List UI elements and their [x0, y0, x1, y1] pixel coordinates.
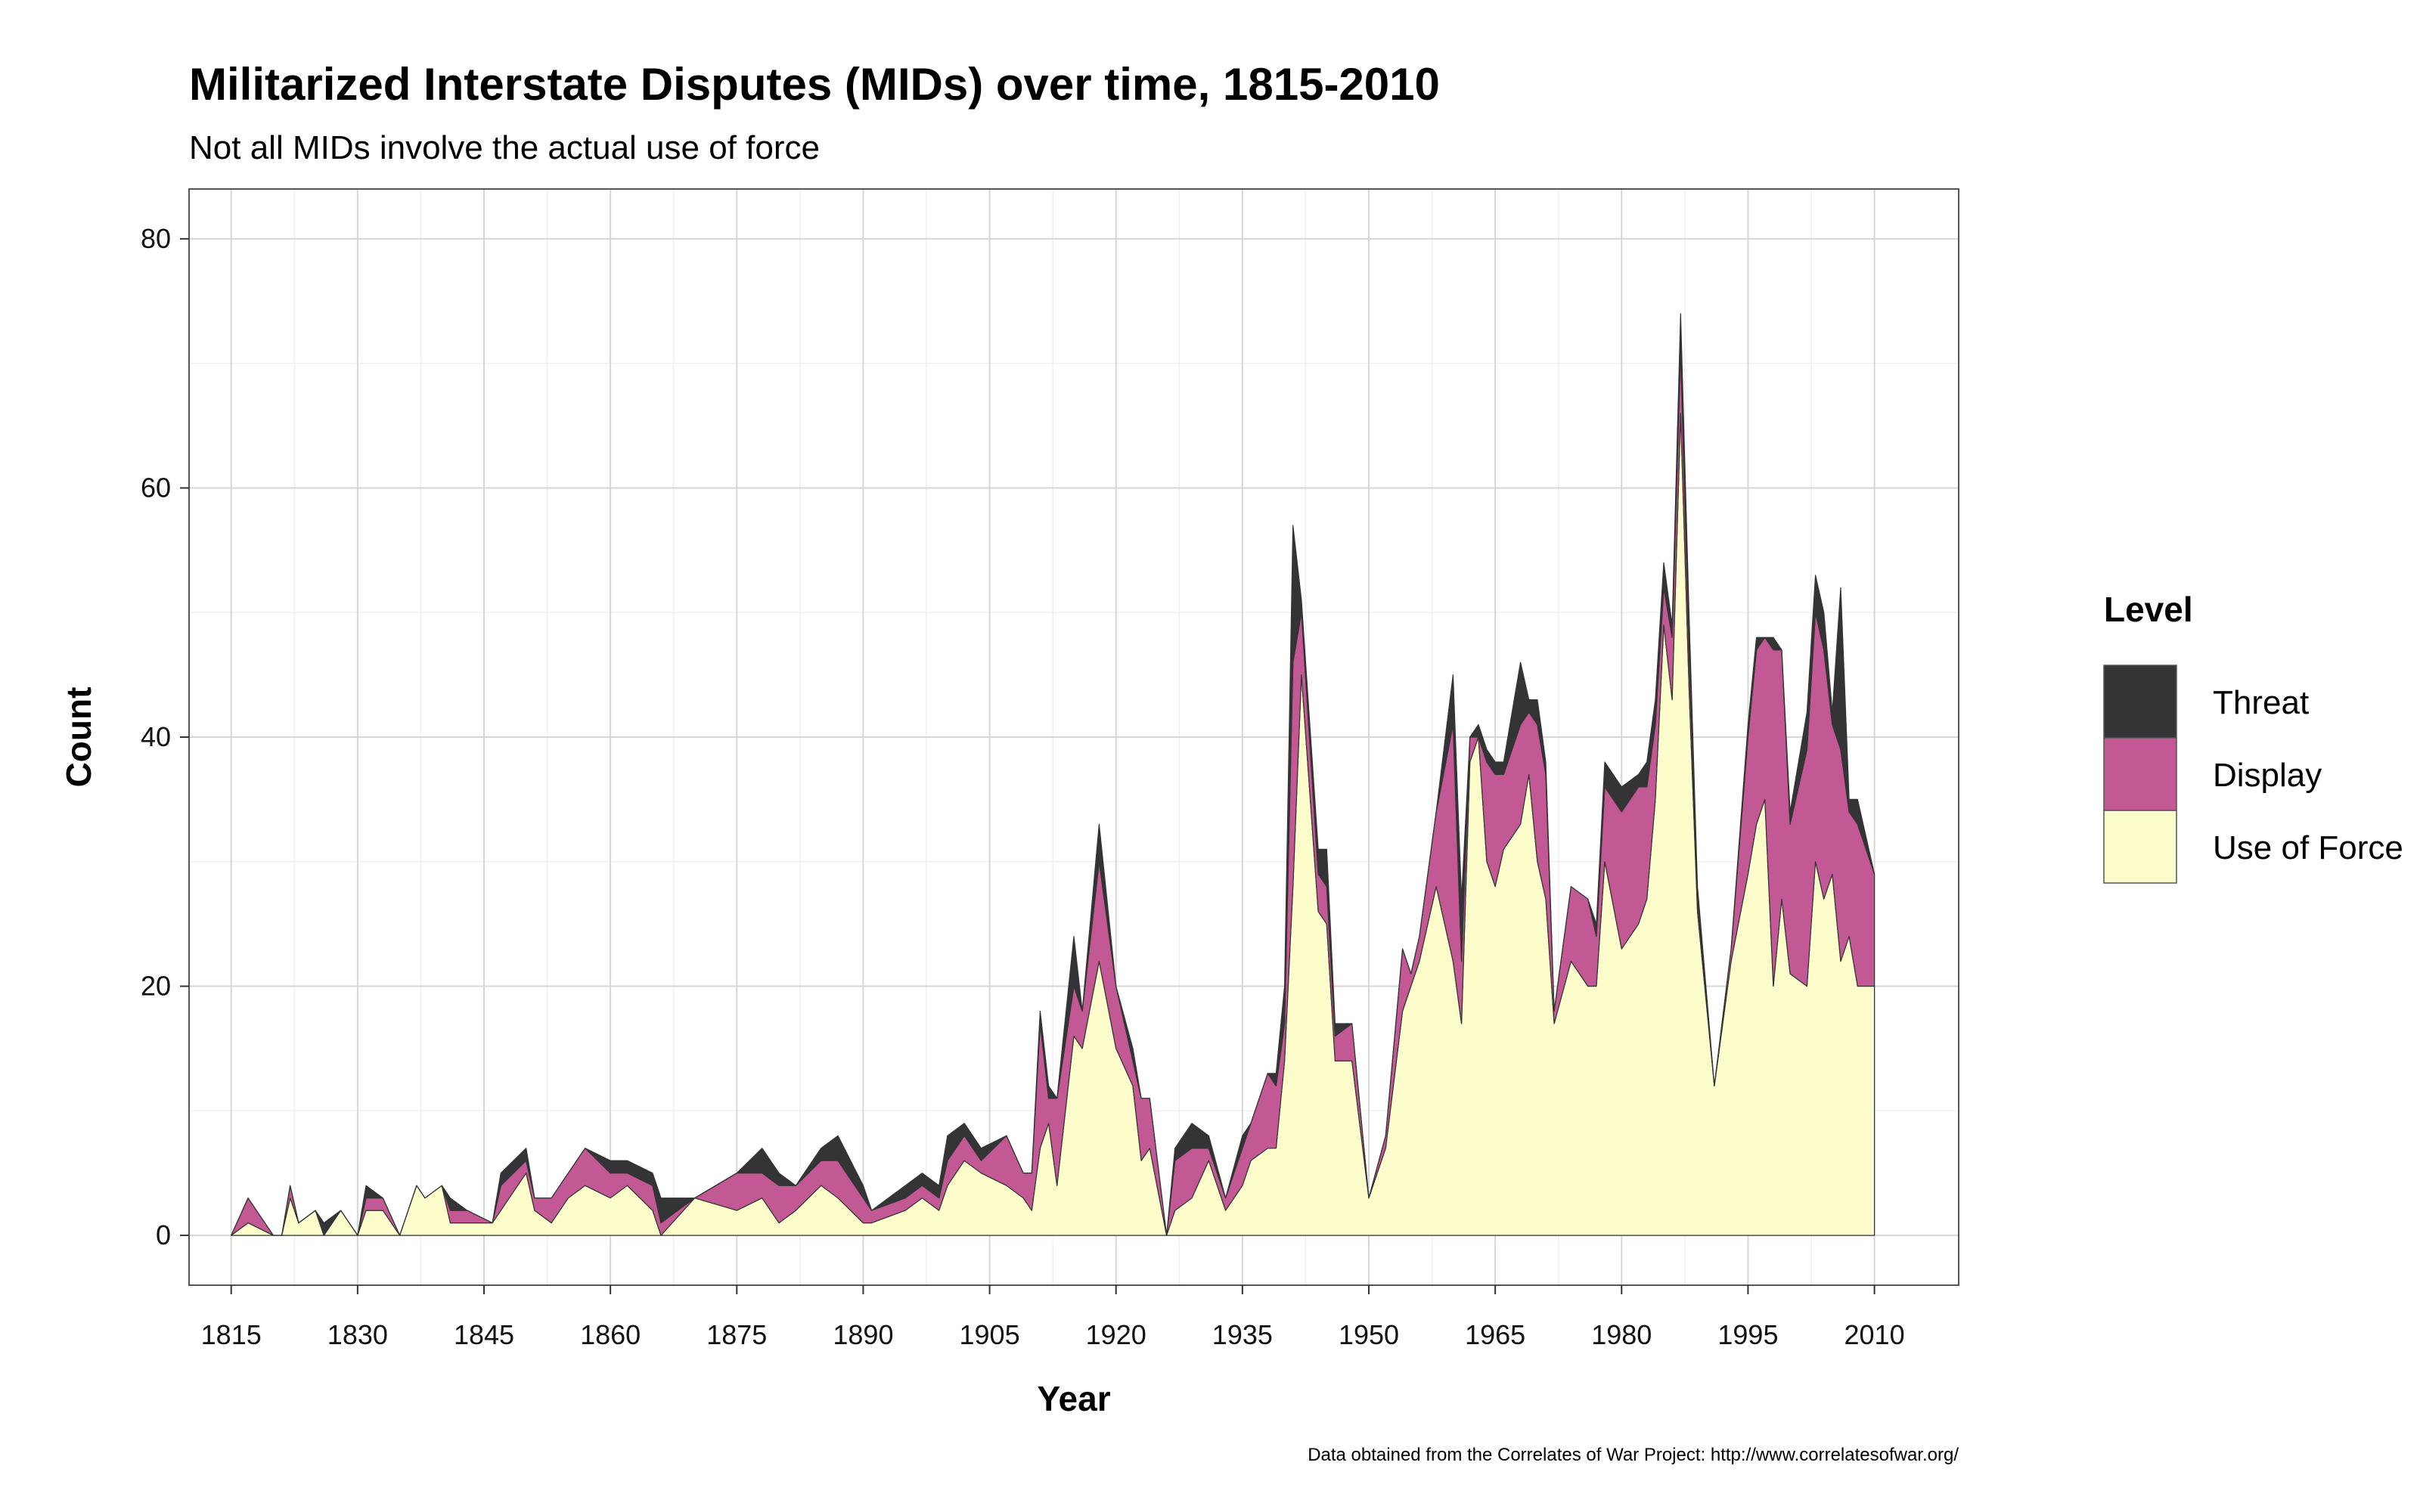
legend-key-threat — [2103, 665, 2177, 739]
x-tick-label: 1920 — [1086, 1319, 1146, 1350]
y-axis: 0 20 40 60 80 — [141, 223, 189, 1250]
legend-key-display — [2103, 737, 2177, 811]
x-tick-label: 1860 — [580, 1319, 641, 1350]
area-threat — [231, 313, 1876, 1236]
x-tick-label: 1905 — [960, 1319, 1020, 1350]
y-axis-title: Count — [59, 687, 98, 788]
x-tick-label: 1950 — [1339, 1319, 1399, 1350]
y-tick-label: 20 — [141, 971, 171, 1002]
legend-label-display: Display — [2213, 757, 2322, 794]
x-tick-label: 1815 — [201, 1319, 262, 1350]
x-tick-label: 1965 — [1465, 1319, 1525, 1350]
chart-subtitle: Not all MIDs involve the actual use of f… — [189, 129, 820, 166]
y-tick-label: 80 — [141, 223, 171, 254]
x-tick-label: 1845 — [454, 1319, 514, 1350]
y-tick-label: 40 — [141, 721, 171, 752]
legend-label-threat: Threat — [2213, 684, 2309, 721]
chart-title: Militarized Interstate Disputes (MIDs) o… — [189, 59, 1440, 110]
stacked-areas — [231, 313, 1876, 1236]
x-tick-label: 1980 — [1591, 1319, 1652, 1350]
legend: Level Threat Display Use of Force — [2103, 590, 2403, 884]
y-tick-label: 60 — [141, 472, 171, 503]
x-tick-label: 1995 — [1717, 1319, 1778, 1350]
x-tick-label: 2010 — [1844, 1319, 1905, 1350]
legend-key-use-of-force — [2103, 810, 2177, 884]
legend-label-use-of-force: Use of Force — [2213, 829, 2403, 866]
x-axis-title: Year — [1037, 1379, 1110, 1418]
legend-title: Level — [2104, 590, 2193, 629]
x-tick-label: 1875 — [706, 1319, 767, 1350]
y-tick-label: 0 — [156, 1219, 171, 1250]
x-tick-label: 1830 — [327, 1319, 388, 1350]
source-caption: Data obtained from the Correlates of War… — [1308, 1445, 1959, 1465]
x-tick-label: 1935 — [1212, 1319, 1273, 1350]
x-tick-label: 1890 — [833, 1319, 893, 1350]
x-axis: 1815 1830 1845 1860 1875 1890 1905 1920 1935 1950… — [201, 1285, 1905, 1350]
